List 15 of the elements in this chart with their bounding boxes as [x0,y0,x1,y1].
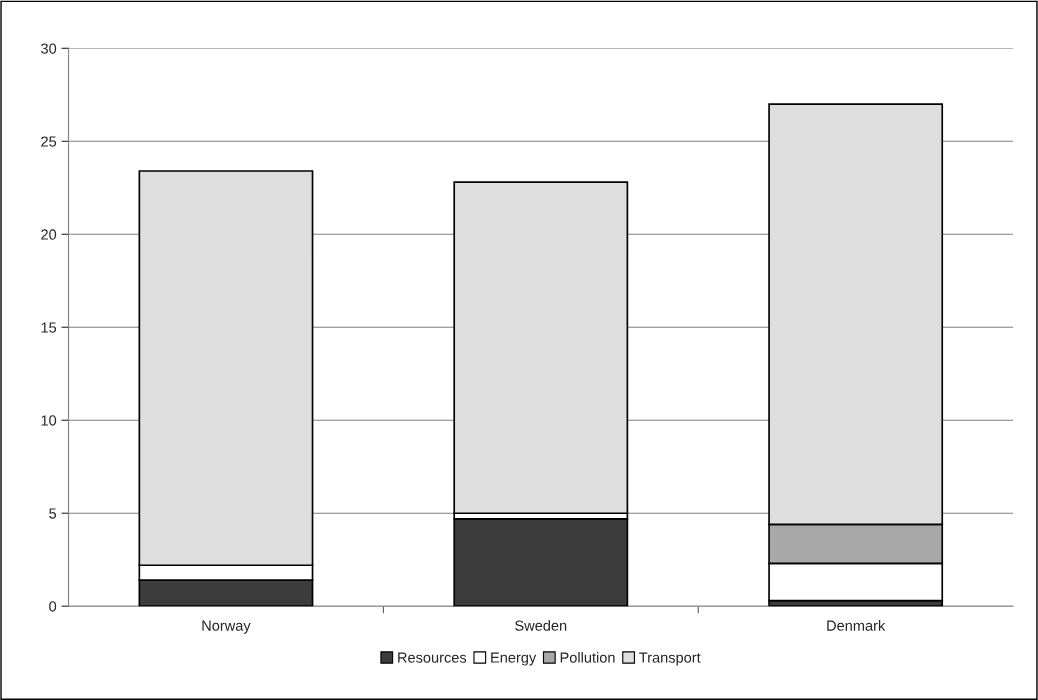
y-tick-label: 25 [41,136,57,147]
y-tick-label: 0 [49,601,57,612]
bar [453,517,629,607]
legend-label: Energy [491,652,537,666]
y-tick-label: 20 [41,229,57,240]
legend-label: Transport [639,652,701,666]
legend-label: Resources [398,652,467,663]
x-tick-label: Sweden [515,620,567,631]
legend-label: Pollution [560,652,615,663]
y-tick-label: 15 [41,322,57,333]
y-tick-label: 5 [49,508,57,519]
y-tick-label: 30 [41,43,57,54]
x-tick-label: Norway [202,620,251,634]
x-tick-label: Denmark [827,620,886,631]
y-tick-label: 10 [41,415,57,426]
